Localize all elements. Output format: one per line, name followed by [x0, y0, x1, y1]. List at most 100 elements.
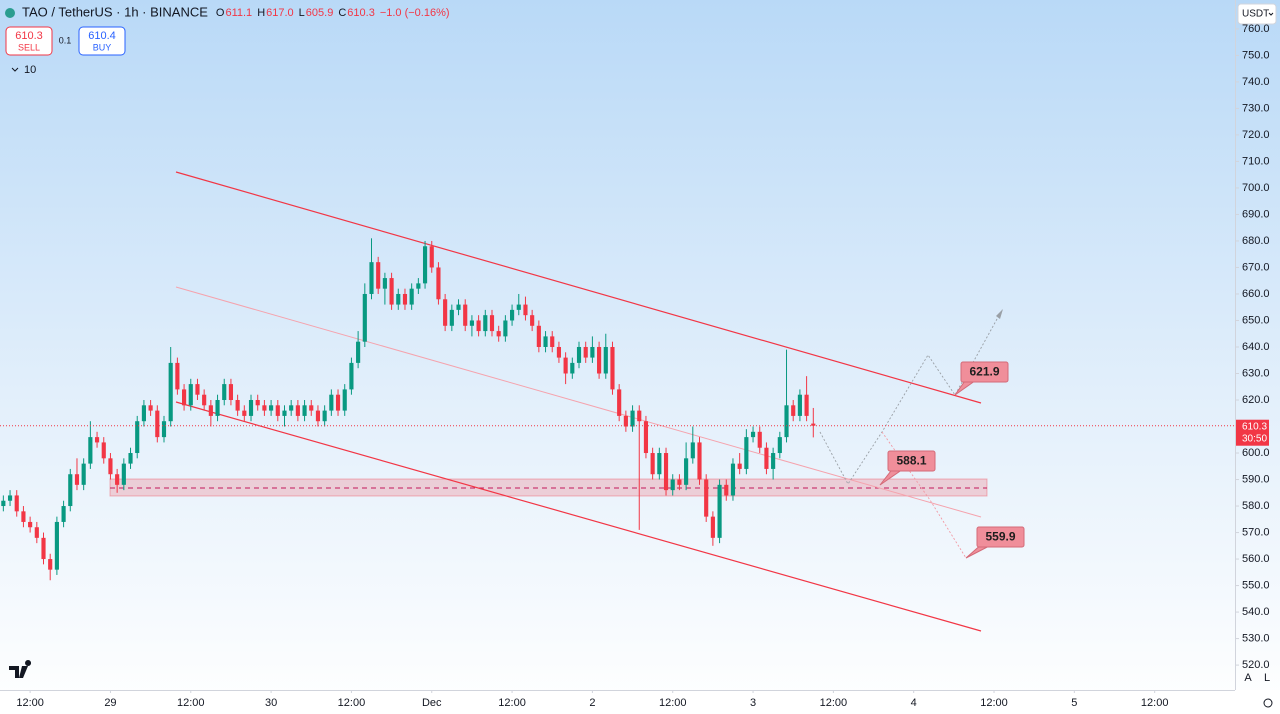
sell-price: 610.3: [15, 30, 43, 42]
symbol: TAO / TetherUS · 1h · BINANCE: [22, 4, 208, 19]
candle-body: [228, 384, 234, 401]
candle-body: [530, 315, 535, 326]
projection-path: [881, 431, 967, 559]
candle-body: [422, 246, 428, 284]
candle-body: [617, 389, 622, 416]
auto-scale[interactable]: A: [1244, 672, 1252, 684]
candle-body: [88, 437, 93, 464]
candle-body: [262, 405, 267, 411]
y-tick-label: 720.0: [1242, 129, 1270, 141]
settings-icon[interactable]: [1263, 698, 1273, 708]
candle-body: [182, 389, 187, 406]
ohlc-key: O: [216, 7, 225, 19]
y-tick-label: 690.0: [1242, 208, 1270, 220]
y-tick-label: 570.0: [1242, 526, 1270, 538]
candle-body: [590, 346, 595, 358]
x-tick-label: 12:00: [1141, 697, 1169, 709]
candle-body: [335, 394, 341, 411]
candle-body: [175, 362, 180, 390]
candle-body: [576, 346, 582, 363]
ohlc: O 611.1 H 617.0 L 605.9 C 610.3 −1.0 (−0.16%): [216, 7, 450, 19]
candle-body: [697, 442, 702, 480]
logo-shape: [9, 660, 32, 678]
candle-body: [369, 262, 374, 294]
candle-body: [597, 346, 602, 374]
candle-body: [302, 405, 307, 416]
candle-body: [757, 431, 762, 448]
candle-body: [195, 384, 200, 395]
candle-body: [34, 527, 39, 538]
candle-body: [637, 410, 642, 422]
candle-body: [811, 423, 816, 426]
y-tick-label: 700.0: [1242, 182, 1270, 194]
y-tick-label: 590.0: [1242, 473, 1270, 485]
time-axis-bg: [0, 690, 1280, 714]
y-tick-label: 530.0: [1242, 632, 1270, 644]
ohlc-key: L: [299, 7, 305, 19]
candle-body: [804, 394, 809, 416]
candle-body: [476, 320, 481, 332]
candle-body: [135, 421, 140, 454]
currency-dropdown[interactable]: [1237, 3, 1277, 25]
candle-body: [730, 463, 736, 496]
tv-logo: [9, 660, 32, 678]
candle-body: [382, 278, 387, 289]
candle-body: [7, 495, 13, 501]
candle-body: [161, 421, 167, 438]
candle-body: [356, 341, 361, 363]
candle-body: [389, 278, 394, 305]
candle-body: [269, 405, 274, 411]
x-tick-label: 3: [750, 697, 756, 709]
y-tick-label: 520.0: [1242, 659, 1270, 671]
candle-body: [309, 405, 314, 411]
candle-body: [141, 405, 146, 422]
buy-button[interactable]: [78, 26, 126, 56]
projection-path: [819, 309, 1003, 485]
candle-body: [563, 357, 568, 374]
candle-body: [121, 463, 126, 485]
x-tick-label: 12:00: [980, 697, 1008, 709]
y-tick-label: 560.0: [1242, 553, 1270, 565]
candle-body: [168, 362, 173, 422]
candle-body: [523, 304, 528, 316]
log-scale[interactable]: L: [1264, 672, 1270, 684]
candle-body: [737, 463, 742, 469]
candle-body: [148, 405, 153, 411]
ohlc-key: C: [338, 7, 346, 19]
currency: USDT: [1242, 9, 1269, 20]
x-tick-label: 12:00: [338, 697, 366, 709]
candle-body: [248, 400, 254, 416]
candle-body: [610, 346, 615, 390]
sell-button[interactable]: [5, 26, 53, 56]
candle-body: [242, 410, 247, 416]
y-tick-label: 550.0: [1242, 579, 1270, 591]
candle-body: [583, 346, 588, 358]
y-tick-label: 680.0: [1242, 235, 1270, 247]
candle-body: [315, 410, 321, 422]
candle-body: [657, 453, 662, 475]
arrow-head: [996, 309, 1003, 319]
candle-body: [48, 559, 53, 570]
candle-body: [61, 506, 66, 522]
label-box: [976, 526, 1025, 548]
candle-body: [516, 304, 521, 310]
candle-body: [603, 346, 608, 374]
candle-body: [68, 474, 73, 507]
y-tick-label: 600.0: [1242, 447, 1270, 459]
x-tick-label: 12:00: [16, 697, 44, 709]
y-tick-label: 730.0: [1242, 102, 1270, 114]
candle-body: [54, 521, 59, 570]
candle-body: [443, 299, 448, 326]
y-tick-label: 620.0: [1242, 394, 1270, 406]
ohlc-value: 611.1: [225, 7, 252, 19]
candle-body: [215, 400, 220, 416]
collapse-icon[interactable]: [11, 67, 19, 72]
x-tick-label: 12:00: [177, 697, 205, 709]
x-tick-label: 5: [1071, 697, 1077, 709]
candle-body: [14, 495, 19, 512]
candle-body: [509, 309, 515, 321]
y-tick-label: 750.0: [1242, 49, 1270, 61]
candle-body: [21, 511, 26, 522]
candle-body: [101, 442, 106, 459]
candle-body: [449, 309, 454, 326]
